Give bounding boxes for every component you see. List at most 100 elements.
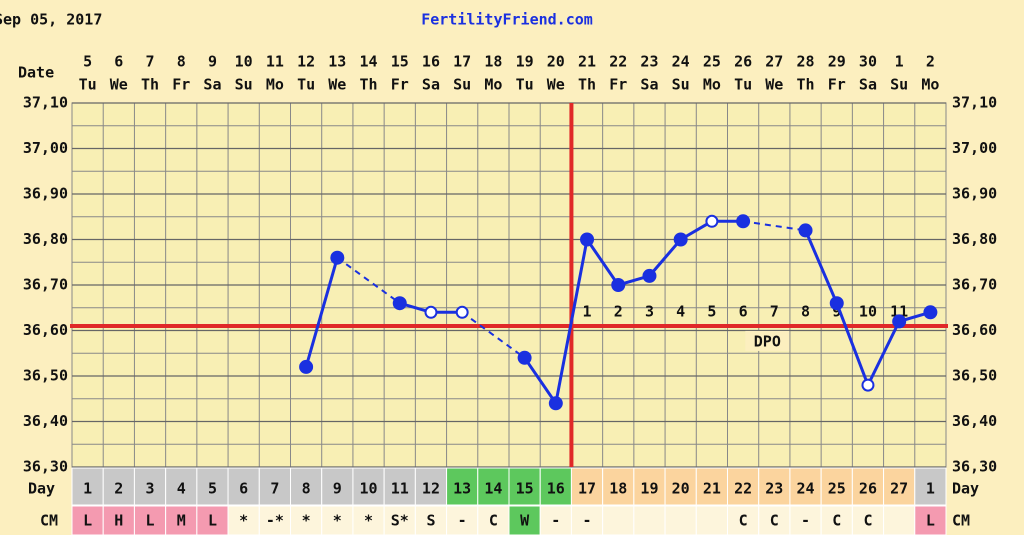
cm-cell: [196, 505, 229, 535]
cm-cell: [321, 505, 354, 535]
y-tick-label-right: 36,40: [952, 412, 997, 430]
y-tick-label: 36,70: [23, 276, 68, 294]
y-tick-label-right: 36,80: [952, 230, 997, 248]
cycle-day-cell: [165, 467, 198, 506]
cm-value: L: [208, 512, 217, 530]
y-tick-label-right: 36,50: [952, 367, 997, 385]
temperature-point: [392, 296, 407, 311]
weekday: Sa: [203, 76, 221, 94]
day-label: Day: [28, 480, 55, 498]
cycle-day: 17: [578, 480, 596, 498]
cycle-day-cell: [664, 467, 697, 506]
temperature-point: [673, 232, 688, 247]
temperature-point: [736, 214, 751, 229]
y-tick-label: 36,60: [23, 321, 68, 339]
weekday: Mo: [703, 76, 721, 94]
cycle-day-cell: [383, 467, 416, 506]
cm-value: -: [551, 512, 560, 530]
weekday: Su: [235, 76, 253, 94]
cycle-day: 1: [83, 480, 92, 498]
cm-value: -*: [266, 512, 284, 530]
date-number: 11: [266, 53, 284, 71]
dpo-number: 6: [739, 303, 748, 321]
temperature-point: [330, 250, 345, 265]
cycle-day: 3: [146, 480, 155, 498]
cycle-day-cell: [851, 467, 885, 506]
cm-value: *: [364, 512, 373, 530]
weekday: Fr: [391, 76, 409, 94]
cm-cell: [883, 505, 916, 535]
dpo-label: DPO: [754, 332, 781, 350]
cm-value: W: [520, 512, 530, 530]
cycle-day: 19: [640, 480, 658, 498]
dpo-number: 5: [707, 303, 716, 321]
y-tick-label: 36,50: [23, 367, 68, 385]
y-tick-label-right: 36,70: [952, 276, 997, 294]
dpo-number: 9: [832, 303, 841, 321]
cycle-day-cell: [102, 467, 135, 506]
date-number: 26: [734, 53, 752, 71]
cm-cell: [165, 505, 198, 535]
dpo-number: 2: [614, 303, 623, 321]
temperature-point: [642, 268, 657, 283]
date-number: 16: [422, 53, 440, 71]
weekday: Mo: [921, 76, 939, 94]
cycle-day: 6: [239, 480, 248, 498]
weekday: Mo: [266, 76, 284, 94]
cycle-day: 9: [333, 480, 342, 498]
cm-cell: [633, 505, 666, 535]
temperature-point: [611, 278, 626, 292]
temperature-point: [923, 305, 938, 320]
cycle-day-cell: [914, 467, 947, 506]
y-tick-label: 36,80: [23, 230, 68, 248]
temperature-point: [299, 359, 314, 374]
weekday: Sa: [422, 76, 440, 94]
date-number: 30: [859, 53, 877, 71]
cm-value: S: [426, 512, 435, 530]
weekday: Tu: [516, 76, 534, 94]
cycle-day: 11: [391, 480, 409, 498]
temperature-point: [892, 314, 907, 329]
cm-value: -: [801, 512, 810, 530]
temperature-point: [861, 378, 875, 392]
temperature-point: [829, 296, 844, 311]
date-number: 17: [453, 53, 471, 71]
cycle-day: 13: [453, 480, 471, 498]
temperature-line: [304, 257, 339, 368]
cycle-day-cell: [352, 467, 385, 506]
cycle-day: 2: [114, 480, 123, 498]
cycle-day-cell: [290, 467, 323, 506]
weekday: Su: [890, 76, 908, 94]
cm-value: M: [177, 512, 186, 530]
weekday: Th: [578, 76, 596, 94]
date-number: 18: [484, 53, 502, 71]
cycle-day-cell: [633, 467, 666, 506]
cycle-day: 21: [703, 480, 721, 498]
cm-cell: [102, 505, 135, 535]
cm-value: *: [333, 512, 342, 530]
cm-value: H: [114, 512, 123, 530]
y-tick-label-right: 36,30: [952, 458, 997, 476]
dpo-number: 7: [770, 303, 779, 321]
temperature-point: [517, 350, 532, 365]
cm-cell: [414, 505, 448, 535]
y-tick-label: 37,00: [23, 139, 68, 157]
y-tick-label-right: 36,90: [952, 185, 997, 203]
cm-value: C: [770, 512, 779, 530]
cycle-day: 12: [422, 480, 440, 498]
cm-cell: [477, 505, 510, 535]
y-tick-label-right: 36,60: [952, 321, 997, 339]
gap-connector: [336, 256, 401, 305]
date-number: 10: [235, 53, 253, 71]
cm-value: L: [146, 512, 155, 530]
temperature-point: [455, 305, 469, 319]
temperature-point: [705, 214, 719, 228]
cm-value: C: [832, 512, 841, 530]
cycle-day-cell: [71, 467, 104, 506]
cm-cell: [383, 505, 416, 535]
cycle-day: 8: [302, 480, 311, 498]
cm-value: L: [926, 512, 935, 530]
cycle-day: 4: [177, 480, 186, 498]
chart-date: Sep 05, 2017: [0, 11, 102, 29]
date-number: 20: [547, 53, 565, 71]
